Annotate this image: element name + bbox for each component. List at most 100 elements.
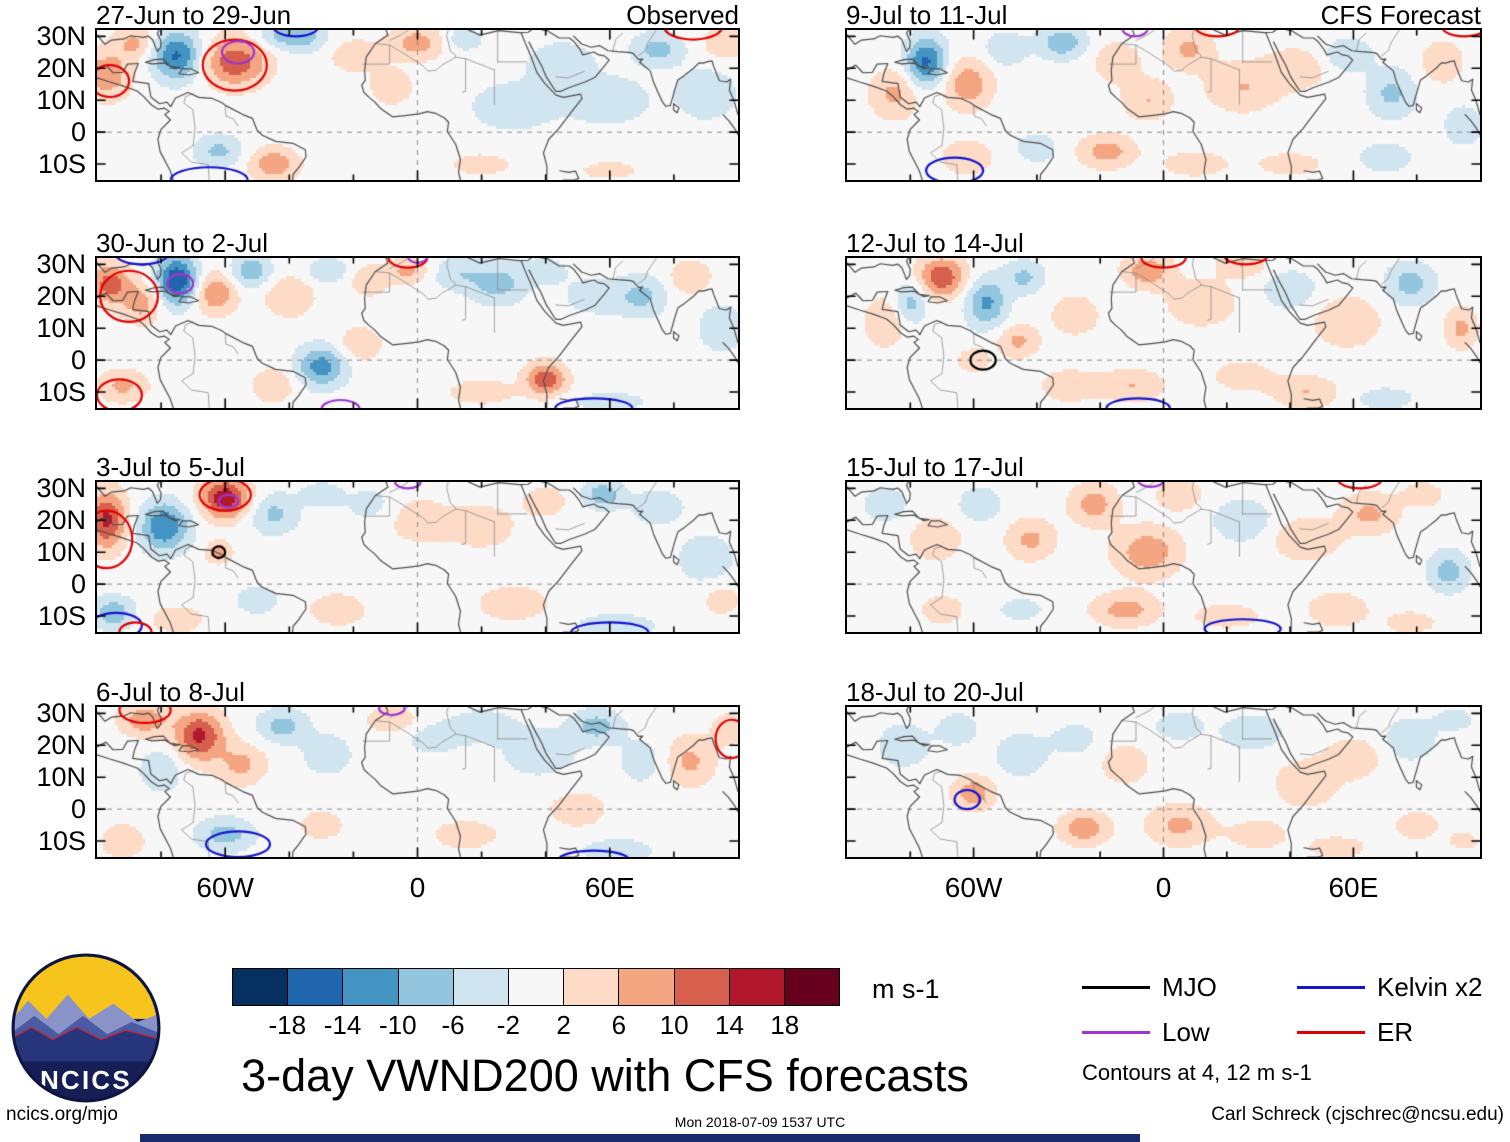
map-frame [845,28,1482,182]
bottom-bar [140,1134,1140,1142]
x-axis-tick-label: 0 [1155,872,1172,903]
colorbar-cell [453,969,509,1005]
y-axis-tick-label: 10S [37,601,86,632]
map-canvas-forecast-2 [847,258,1480,408]
y-axis-tick-label: 30N [36,21,86,52]
colorbar-tick-label: 2 [556,1010,571,1040]
contour-legend: MJO Kelvin x2 Low ER Contours at 4, 12 m s-… [1082,972,1502,1086]
panel-title: 6-Jul to 8-Jul [96,677,245,707]
panel-title: 9-Jul to 11-Jul [846,0,1008,30]
x-axis-tick-label: 60E [1328,872,1379,903]
legend-line-swatch [1082,1031,1150,1034]
map-canvas-observed-3 [97,482,738,632]
legend-label: Kelvin x2 [1377,972,1483,1002]
column-header-observed: Observed [626,0,739,30]
map-canvas-forecast-4 [847,707,1480,857]
y-axis-tick-label: 30N [36,249,86,280]
x-axis-tick-label: 60W [196,872,254,903]
legend-label: ER [1377,1017,1414,1047]
y-axis-tick-label: 10N [36,313,86,344]
panel-title: 15-Jul to 17-Jul [846,452,1024,482]
colorbar-tick-label: 6 [611,1010,627,1040]
map-canvas-observed-1 [97,30,738,180]
y-axis-tick-label: 30N [36,473,86,504]
column-header-forecast: CFS Forecast [1320,0,1481,30]
y-axis-tick-label: 0 [70,117,86,148]
footer-timestamp: Mon 2018-07-09 1537 UTC [674,1114,846,1130]
map-frame [95,256,740,410]
colorbar-cell [619,969,675,1005]
figure-title: 3-day VWND200 with CFS forecasts [241,1050,969,1101]
map-frame [845,256,1482,410]
panel-forecast-1: 9-Jul to 11-Jul CFS Forecast [845,0,1482,182]
panel-observed-3: 3-Jul to 5-Jul [95,452,740,634]
logo-text: NCICS [40,1067,132,1095]
panel-title: 12-Jul to 14-Jul [846,228,1024,258]
colorbar-cell [233,969,289,1005]
map-canvas-forecast-3 [847,482,1480,632]
map-canvas-observed-4 [97,707,738,857]
panel-forecast-3: 15-Jul to 17-Jul [845,452,1482,634]
map-frame [95,28,740,182]
y-axis-tick-label: 0 [70,794,86,825]
panel-title: 27-Jun to 29-Jun [96,0,292,30]
colorbar-tick-label: -6 [441,1010,465,1040]
colorbar-cell [564,969,620,1005]
colorbar-units-label: m s-1 [872,974,940,1004]
x-axis-tick-label: 0 [409,872,426,903]
colorbar-cell [398,969,454,1005]
panel-forecast-4: 18-Jul to 20-Jul [845,677,1482,859]
panel-forecast-2: 12-Jul to 14-Jul [845,228,1482,410]
colorbar-tick-label: 10 [659,1010,689,1040]
y-axis-tick-label: 10S [37,149,86,180]
y-axis-tick-label: 0 [70,345,86,376]
legend-item-low: Low [1082,1017,1297,1048]
colorbar-cell [508,969,565,1005]
map-frame [95,480,740,634]
colorbar: -18 -14 -10 -6 -2 2 6 10 14 18 [232,968,840,1040]
map-frame [95,705,740,859]
legend-label: Low [1162,1017,1210,1047]
legend-note: Contours at 4, 12 m s-1 [1082,1060,1312,1085]
colorbar-cell [288,969,344,1005]
ncics-logo: NCICS [10,952,162,1109]
y-axis-tick-label: 10S [37,826,86,857]
y-axis-tick-label: 0 [70,569,86,600]
legend-grid: MJO Kelvin x2 Low ER [1082,972,1502,1048]
legend-item-kelvin-x2: Kelvin x2 [1297,972,1502,1003]
map-canvas-observed-2 [97,258,738,408]
colorbar-tick-label: 18 [770,1010,800,1040]
y-axis-tick-label: 10N [36,537,86,568]
legend-line-swatch [1297,986,1365,989]
colorbar-cell [674,969,730,1005]
colorbar-tick-label: -2 [496,1010,520,1040]
map-canvas-forecast-1 [847,30,1480,180]
colorbar-tick-label: -14 [323,1010,362,1040]
y-axis-tick-label: 20N [36,505,86,536]
map-frame [845,480,1482,634]
map-frame [845,705,1482,859]
y-axis-tick-label: 10S [37,377,86,408]
panel-title: 30-Jun to 2-Jul [96,228,268,258]
panel-title: 3-Jul to 5-Jul [96,452,245,482]
colorbar-tick-label: -10 [379,1010,417,1040]
y-axis-tick-label: 20N [36,53,86,84]
colorbar-tick-label: 14 [714,1010,744,1040]
legend-item-er: ER [1297,1017,1502,1048]
colorbar-tick-labels: -18 -14 -10 -6 -2 2 6 10 14 18 [232,1006,840,1040]
x-axis-tick-label: 60E [584,872,635,903]
colorbar-cells [232,968,840,1006]
legend-line-swatch [1297,1031,1365,1034]
panel-title: 18-Jul to 20-Jul [846,677,1024,707]
ncics-logo-graphic: NCICS [11,953,161,1103]
y-axis-tick-label: 30N [36,698,86,729]
x-axis-tick-label: 60W [944,872,1003,903]
panel-observed-2: 30-Jun to 2-Jul [95,228,740,410]
colorbar-cell [784,969,840,1005]
colorbar-cell [729,969,785,1005]
legend-line-swatch [1082,986,1150,989]
y-axis-tick-label: 20N [36,281,86,312]
colorbar-cell [343,969,399,1005]
panel-observed-1: 27-Jun to 29-Jun Observed [95,0,740,182]
